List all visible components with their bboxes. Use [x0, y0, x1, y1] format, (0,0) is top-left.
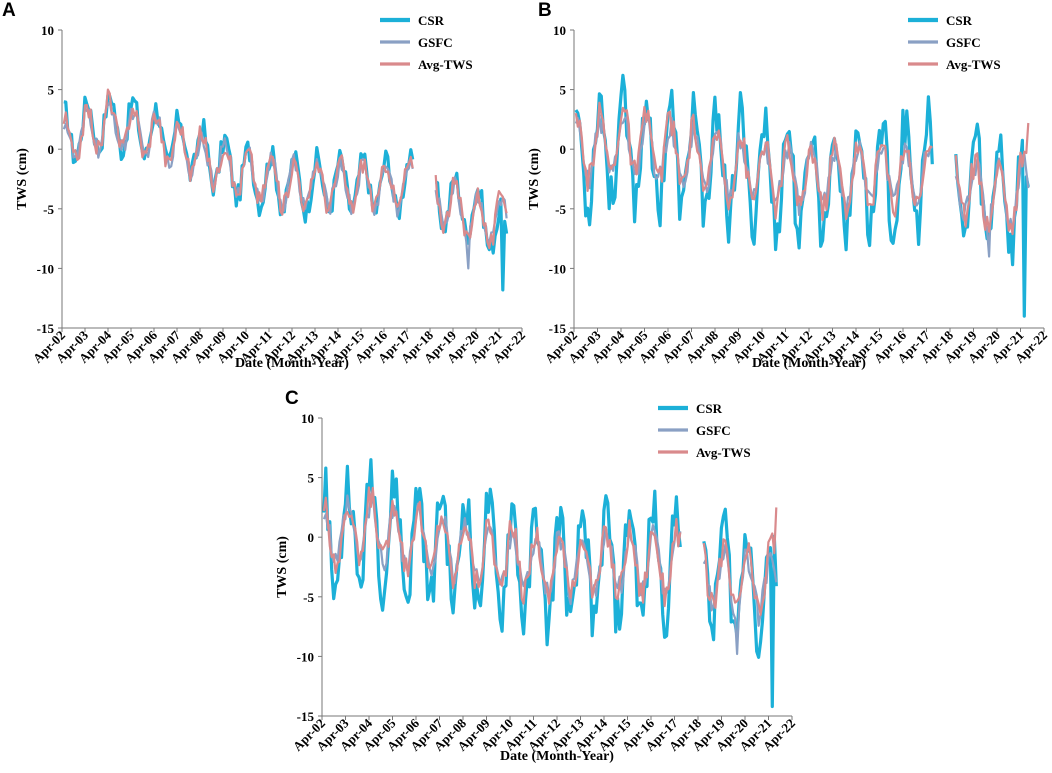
- x-axis-title: Date (Month-Year): [235, 356, 349, 371]
- panel-letter: C: [285, 388, 299, 409]
- y-tick-label: 0: [48, 142, 55, 157]
- legend-label: CSR: [946, 13, 973, 28]
- y-tick-label: 10: [553, 23, 566, 38]
- legend-label: Avg-TWS: [946, 57, 1001, 72]
- y-tick-label: -5: [555, 202, 566, 217]
- y-tick-label: 0: [308, 530, 315, 545]
- chart-panel-a: A 10 5 0 -5 -10 -15 Apr-02 Apr-03 Apr-04 Apr-05 Ap…: [0, 0, 530, 375]
- y-tick-label: -10: [297, 649, 314, 664]
- legend-label: CSR: [696, 401, 723, 416]
- chart-panel-c: C 10 5 0 -5 -10 -15 Apr-02 Apr-03 Apr-04 Apr-05 Ap…: [270, 388, 800, 768]
- y-axis-title: TWS (cm): [527, 148, 542, 210]
- y-tick-label: 10: [301, 411, 314, 426]
- legend-label: CSR: [418, 13, 445, 28]
- legend-label: GSFC: [946, 35, 981, 50]
- y-tick-label: -15: [549, 321, 567, 336]
- y-tick-label: -5: [43, 202, 54, 217]
- legend-label: Avg-TWS: [418, 57, 473, 72]
- panel-letter: A: [2, 0, 16, 21]
- y-tick-label: -5: [303, 590, 314, 605]
- y-tick-label: -10: [549, 261, 566, 276]
- panel-letter: B: [538, 0, 552, 21]
- y-tick-label: 10: [41, 23, 54, 38]
- legend-label: GSFC: [418, 35, 453, 50]
- series-line-avg-tws: [322, 486, 778, 616]
- chart-panel-b: B 10 5 0 -5 -10 -15 Apr-02 Apr-03 Apr-04 Apr-05 Ap…: [520, 0, 1052, 375]
- tws-chart-c: 1050-5-10-15Apr-02Apr-03Apr-04Apr-05Apr-…: [275, 401, 798, 764]
- series-line-gsfc: [574, 112, 1030, 258]
- y-tick-label: 5: [308, 471, 315, 486]
- tws-chart-b: 1050-5-10-15Apr-02Apr-03Apr-04Apr-05Apr-…: [527, 13, 1050, 371]
- legend-label: Avg-TWS: [696, 445, 751, 460]
- x-axis-title: Date (Month-Year): [500, 749, 614, 764]
- tws-chart-a: 1050-5-10-15Apr-02Apr-03Apr-04Apr-05Apr-…: [15, 13, 528, 371]
- y-tick-label: 5: [48, 83, 55, 98]
- y-tick-label: -15: [297, 709, 315, 724]
- series-line-avg-tws: [62, 88, 508, 250]
- x-axis-title: Date (Month-Year): [752, 356, 866, 371]
- y-tick-label: 0: [560, 142, 567, 157]
- y-axis-title: TWS (cm): [275, 536, 290, 598]
- y-axis-title: TWS (cm): [15, 148, 30, 210]
- series-line-avg-tws: [574, 101, 1030, 236]
- y-tick-label: -10: [37, 261, 54, 276]
- y-tick-label: 5: [560, 83, 567, 98]
- legend-label: GSFC: [696, 423, 731, 438]
- y-tick-label: -15: [37, 321, 55, 336]
